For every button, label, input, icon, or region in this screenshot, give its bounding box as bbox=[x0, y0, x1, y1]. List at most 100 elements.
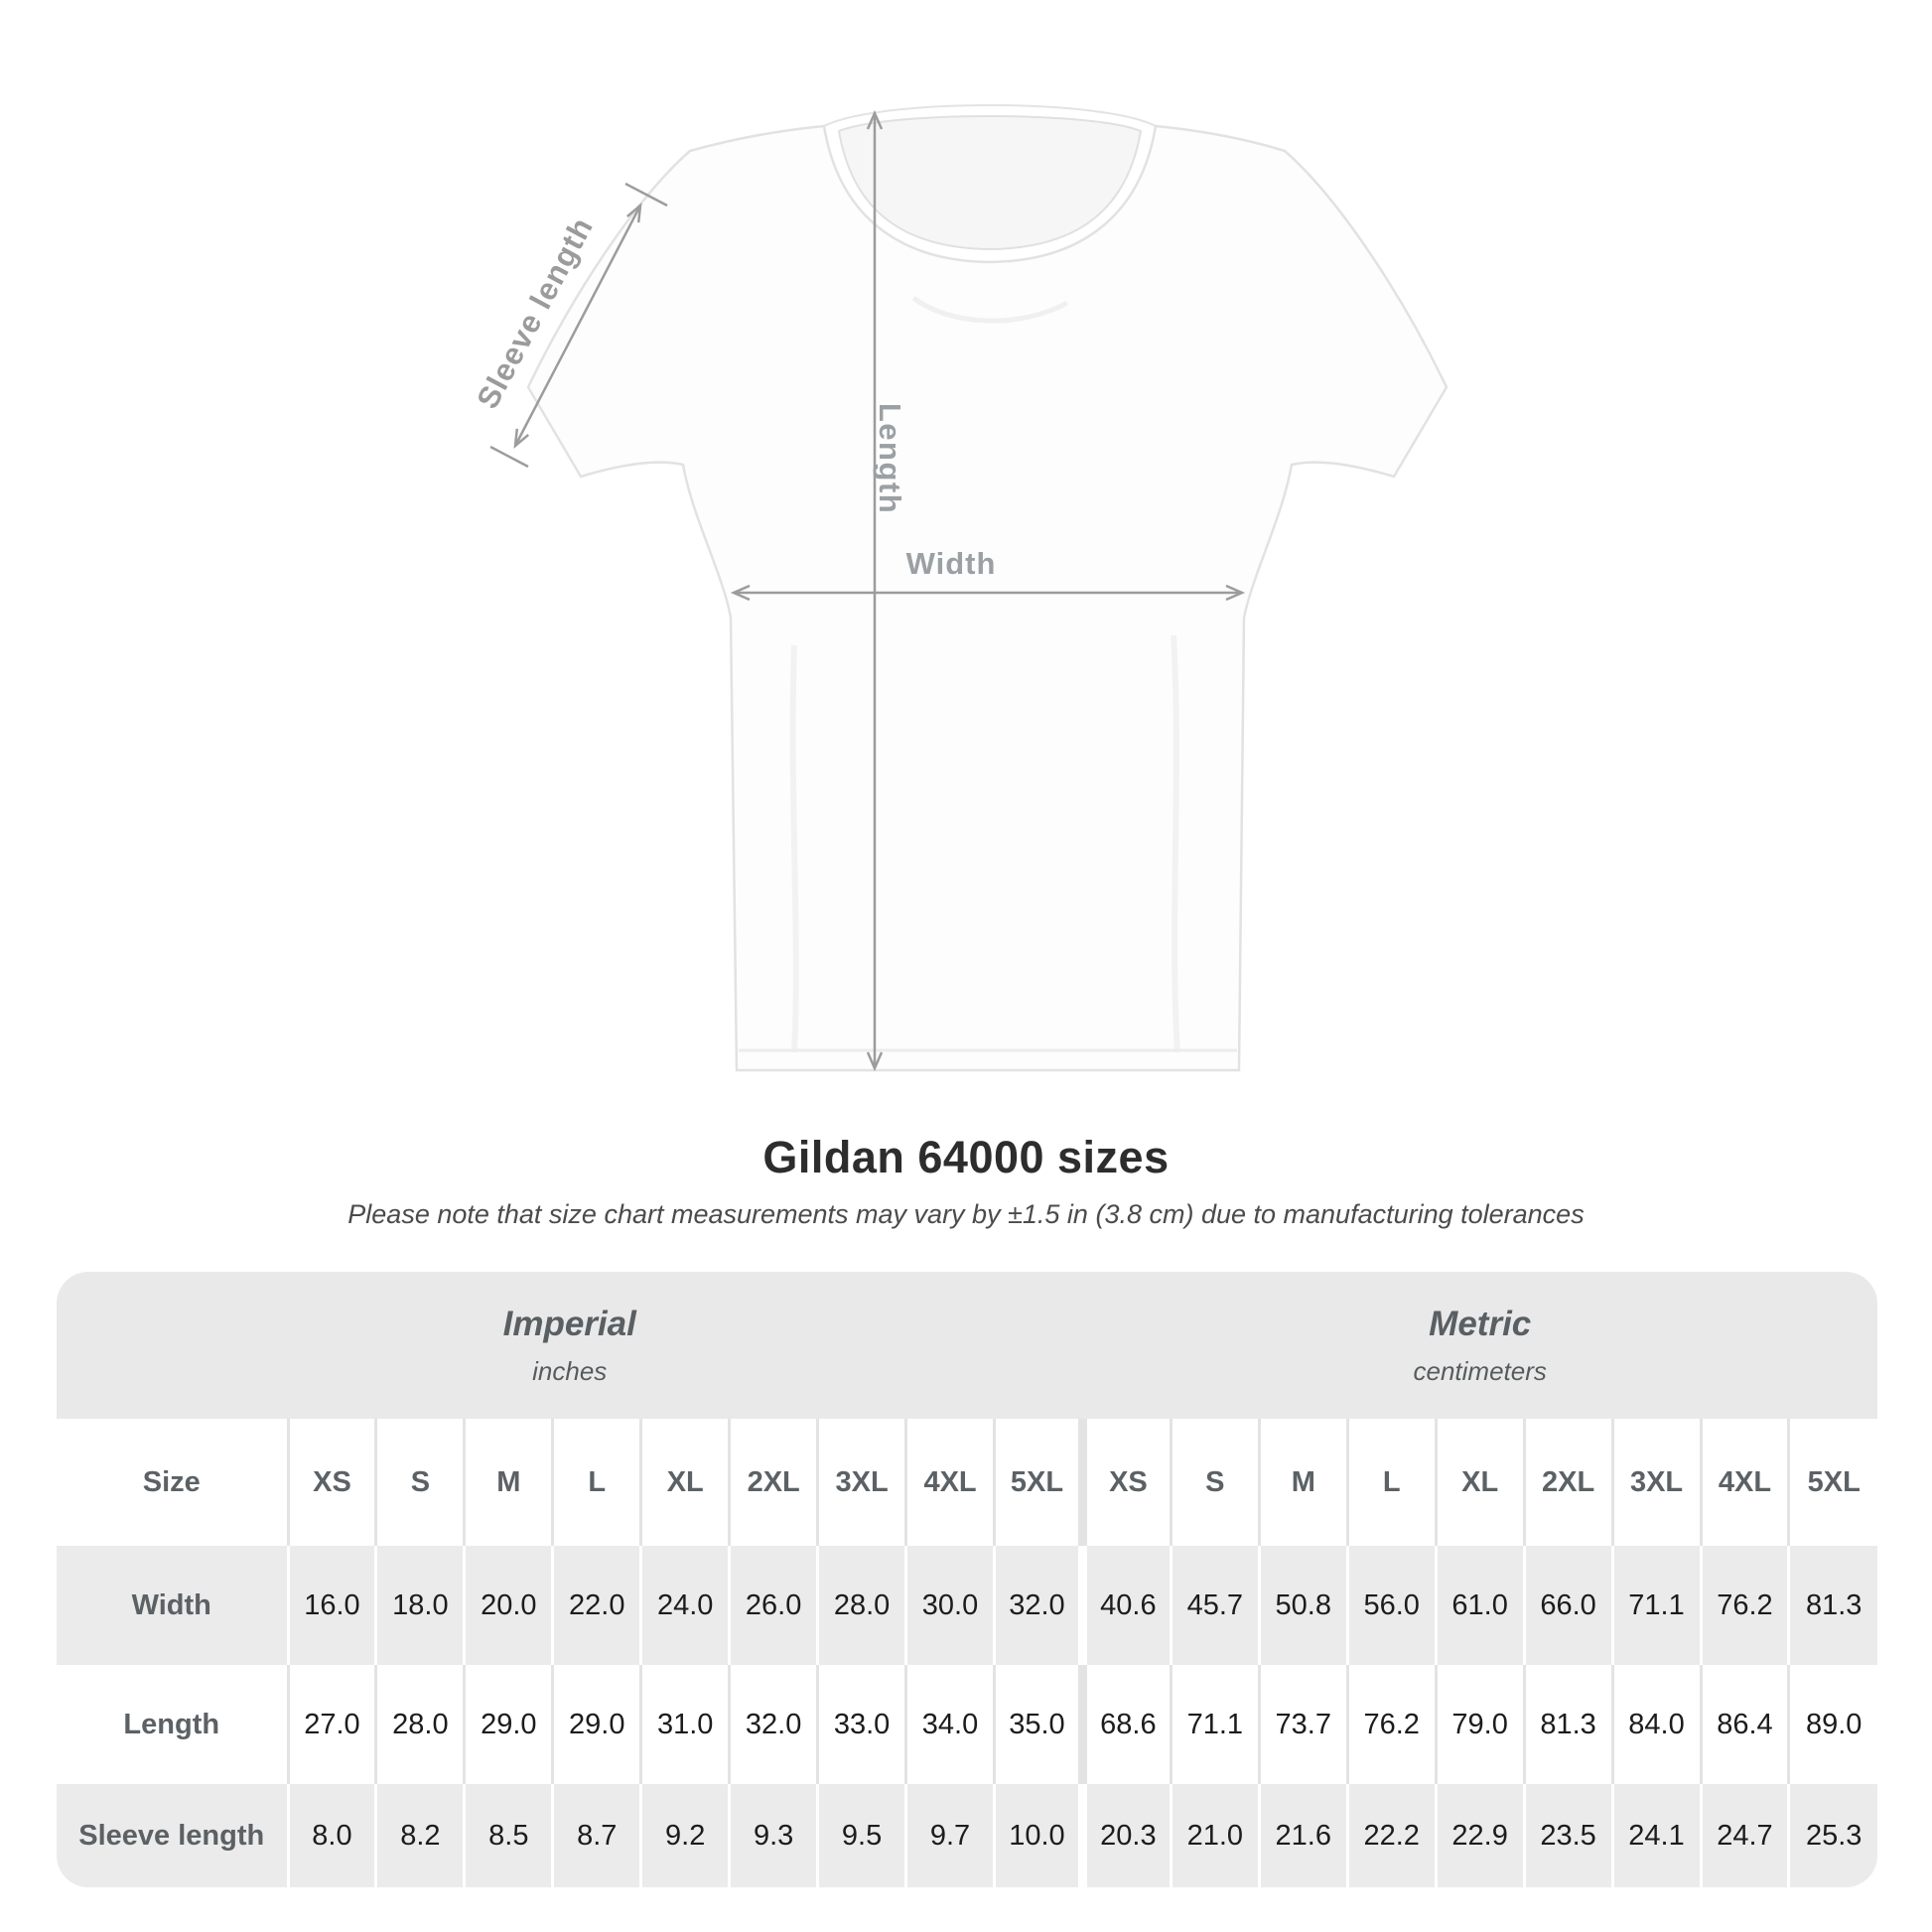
size-header-imperial-4xl: 4XL bbox=[904, 1419, 995, 1546]
value-cell-imperial-l: 29.0 bbox=[551, 1665, 641, 1784]
value-cell-imperial-2xl: 32.0 bbox=[728, 1665, 818, 1784]
size-header-metric-xl: XL bbox=[1434, 1419, 1525, 1546]
size-header-metric-5xl: 5XL bbox=[1787, 1419, 1877, 1546]
size-header-imperial-3xl: 3XL bbox=[816, 1419, 906, 1546]
size-header-metric-m: M bbox=[1257, 1419, 1348, 1546]
value-cell-metric-4xl: 24.7 bbox=[1699, 1784, 1789, 1887]
value-cell-imperial-3xl: 33.0 bbox=[816, 1665, 906, 1784]
value-cell-metric-l: 22.2 bbox=[1345, 1784, 1437, 1887]
value-cell-imperial-s: 18.0 bbox=[374, 1546, 465, 1665]
value-cell-metric-m: 73.7 bbox=[1257, 1665, 1348, 1784]
value-cell-metric-l: 56.0 bbox=[1345, 1546, 1437, 1665]
value-cell-imperial-xs: 8.0 bbox=[286, 1784, 376, 1887]
fabric-crease bbox=[789, 644, 799, 1053]
section-unit: centimeters bbox=[1413, 1355, 1547, 1386]
width-label: Width bbox=[906, 546, 997, 581]
table-row: Length 27.0 28.0 29.0 29.0 31.0 32.0 33.0 34.0 35… bbox=[57, 1665, 1877, 1784]
value-cell-imperial-m: 20.0 bbox=[463, 1546, 553, 1665]
size-header-metric-xs: XS bbox=[1077, 1419, 1172, 1546]
width-dimension-line bbox=[730, 584, 1246, 602]
value-cell-imperial-5xl: 35.0 bbox=[993, 1665, 1083, 1784]
value-cell-metric-m: 21.6 bbox=[1257, 1784, 1348, 1887]
tolerance-note: Please note that size chart measurements… bbox=[347, 1199, 1585, 1229]
size-header-imperial-s: S bbox=[374, 1419, 465, 1546]
section-title: Metric bbox=[1429, 1304, 1532, 1343]
value-cell-metric-xs: 68.6 bbox=[1077, 1665, 1172, 1784]
value-cell-imperial-2xl: 26.0 bbox=[728, 1546, 818, 1665]
size-table-container: Imperial inches Metric centimeters Size XS S M L… bbox=[57, 1272, 1877, 1887]
value-cell-imperial-m: 29.0 bbox=[463, 1665, 553, 1784]
value-cell-metric-2xl: 81.3 bbox=[1522, 1665, 1613, 1784]
value-cell-imperial-xs: 27.0 bbox=[286, 1665, 376, 1784]
length-label: Length bbox=[873, 403, 907, 514]
fabric-crease bbox=[1171, 634, 1180, 1053]
value-cell-metric-l: 76.2 bbox=[1345, 1665, 1437, 1784]
size-header-metric-4xl: 4XL bbox=[1699, 1419, 1789, 1546]
size-header-imperial-2xl: 2XL bbox=[728, 1419, 818, 1546]
value-cell-imperial-5xl: 32.0 bbox=[993, 1546, 1083, 1665]
row-label-length: Length bbox=[57, 1665, 288, 1784]
value-cell-imperial-4xl: 9.7 bbox=[904, 1784, 995, 1887]
sleeve-dimension-line bbox=[489, 182, 668, 469]
value-cell-metric-3xl: 71.1 bbox=[1610, 1546, 1701, 1665]
size-table: Imperial inches Metric centimeters Size XS S M L… bbox=[57, 1272, 1877, 1887]
size-header-imperial-m: M bbox=[463, 1419, 553, 1546]
row-label-width: Width bbox=[57, 1546, 288, 1665]
value-cell-imperial-3xl: 28.0 bbox=[816, 1546, 906, 1665]
size-header-imperial-l: L bbox=[551, 1419, 641, 1546]
value-cell-imperial-xs: 16.0 bbox=[286, 1546, 376, 1665]
size-header-imperial-xs: XS bbox=[286, 1419, 376, 1546]
value-cell-metric-m: 50.8 bbox=[1257, 1546, 1348, 1665]
value-cell-metric-s: 21.0 bbox=[1169, 1784, 1260, 1887]
value-cell-metric-3xl: 84.0 bbox=[1610, 1665, 1701, 1784]
size-header-row: Size XS S M L XL 2XL 3XL 4XL 5XL XS S M L XL 2XL 3XL 4XL 5… bbox=[57, 1419, 1877, 1546]
value-cell-metric-5xl: 81.3 bbox=[1787, 1546, 1877, 1665]
section-header-metric: Metric centimeters bbox=[1082, 1272, 1877, 1419]
value-cell-imperial-l: 8.7 bbox=[551, 1784, 641, 1887]
fabric-crease bbox=[911, 295, 1069, 324]
value-cell-metric-xl: 61.0 bbox=[1434, 1546, 1525, 1665]
size-header-imperial-xl: XL bbox=[639, 1419, 730, 1546]
value-cell-metric-4xl: 86.4 bbox=[1699, 1665, 1789, 1784]
size-header-metric-l: L bbox=[1345, 1419, 1437, 1546]
value-cell-metric-2xl: 23.5 bbox=[1522, 1784, 1613, 1887]
section-header-imperial: Imperial inches bbox=[57, 1272, 1083, 1419]
page-title: Gildan 64000 sizes bbox=[762, 1132, 1170, 1182]
value-cell-imperial-2xl: 9.3 bbox=[728, 1784, 818, 1887]
value-cell-imperial-xl: 24.0 bbox=[639, 1546, 730, 1665]
value-cell-metric-2xl: 66.0 bbox=[1522, 1546, 1613, 1665]
value-cell-imperial-m: 8.5 bbox=[463, 1784, 553, 1887]
size-column-header: Size bbox=[57, 1419, 288, 1546]
table-row: Width 16.0 18.0 20.0 22.0 24.0 26.0 28.0 30.0 32.… bbox=[57, 1546, 1877, 1665]
section-unit: inches bbox=[532, 1355, 608, 1386]
size-header-metric-s: S bbox=[1169, 1419, 1260, 1546]
value-cell-imperial-xl: 9.2 bbox=[639, 1784, 730, 1887]
tshirt-diagram: Length Width Sleeve length bbox=[470, 104, 1449, 1072]
value-cell-imperial-4xl: 34.0 bbox=[904, 1665, 995, 1784]
size-header-metric-3xl: 3XL bbox=[1610, 1419, 1701, 1546]
value-cell-imperial-4xl: 30.0 bbox=[904, 1546, 995, 1665]
value-cell-metric-xl: 22.9 bbox=[1434, 1784, 1525, 1887]
row-label-sleeve-length: Sleeve length bbox=[57, 1784, 288, 1887]
value-cell-metric-xs: 20.3 bbox=[1077, 1784, 1172, 1887]
collar-back-rib bbox=[823, 104, 1157, 127]
value-cell-imperial-xl: 31.0 bbox=[639, 1665, 730, 1784]
collar-opening bbox=[837, 115, 1143, 251]
value-cell-imperial-3xl: 9.5 bbox=[816, 1784, 906, 1887]
value-cell-metric-5xl: 89.0 bbox=[1787, 1665, 1877, 1784]
section-title: Imperial bbox=[502, 1304, 636, 1343]
value-cell-metric-s: 45.7 bbox=[1169, 1546, 1260, 1665]
value-cell-imperial-5xl: 10.0 bbox=[993, 1784, 1083, 1887]
value-cell-imperial-l: 22.0 bbox=[551, 1546, 641, 1665]
value-cell-imperial-s: 28.0 bbox=[374, 1665, 465, 1784]
value-cell-metric-5xl: 25.3 bbox=[1787, 1784, 1877, 1887]
value-cell-metric-s: 71.1 bbox=[1169, 1665, 1260, 1784]
value-cell-metric-xl: 79.0 bbox=[1434, 1665, 1525, 1784]
value-cell-imperial-s: 8.2 bbox=[374, 1784, 465, 1887]
tshirt-shape bbox=[526, 124, 1449, 1072]
value-cell-metric-4xl: 76.2 bbox=[1699, 1546, 1789, 1665]
length-dimension-line bbox=[866, 109, 884, 1072]
value-cell-metric-3xl: 24.1 bbox=[1610, 1784, 1701, 1887]
table-row: Sleeve length 8.0 8.2 8.5 8.7 9.2 9.3 9.5 9.7 10.… bbox=[57, 1784, 1877, 1887]
